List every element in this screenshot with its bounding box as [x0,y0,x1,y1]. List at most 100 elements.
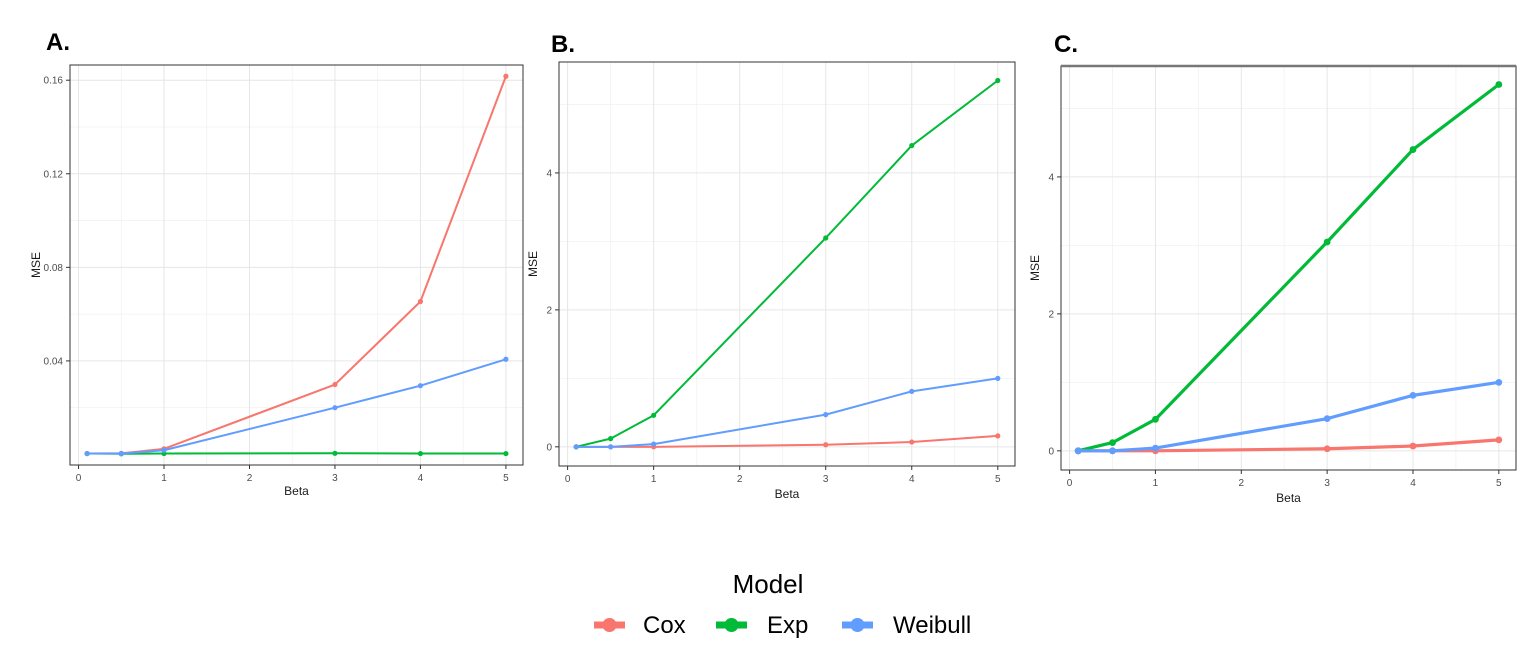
panel-a-y-tick-label: 0.12 [44,169,64,180]
panel-c-series-weibull-point [1495,378,1503,386]
panel-c-series-exp [1074,81,1503,455]
panel-a-x-tick-label: 5 [503,473,509,484]
panel-a-x-tick-label: 4 [418,473,424,484]
panel-b-minor-grid [559,62,1015,466]
panel-a-series-weibull-point [332,405,338,411]
panel-b-y-tick-label: 4 [546,168,552,179]
panel-a-x-axis-title: Beta [284,484,309,498]
panel-a-y-tick-label: 0.04 [44,356,64,367]
panel-a-series-weibull-point [84,450,90,457]
panel-b-series-weibull-point [651,441,657,447]
panel-b-y-axis-title: MSE [526,251,540,277]
panel-b-series-cox-point [909,439,915,445]
panel-b-series-weibull-line [575,377,999,448]
panel-b-series-weibull-point [608,444,614,450]
legend-entry-exp: Exp [716,612,808,639]
panel-a-x-tick-label: 2 [247,473,253,484]
legend-key-point-cox [602,618,617,632]
panel-c-x-tick-label: 4 [1410,478,1416,489]
panel-c-series-exp-point [1323,238,1331,246]
panel-a-series-weibull-point [161,447,167,453]
panel-b-x-tick-label: 1 [651,474,657,485]
panel-b-x-tick-label: 3 [823,474,829,485]
panel-c-x-tick-label: 3 [1324,478,1330,489]
panel-c-y-tick-label: 0 [1048,446,1054,457]
legend: Model Cox Exp Weibull [594,569,971,639]
panel-a-series-weibull-point [503,356,509,362]
panel-b-series-exp-point [651,412,657,418]
panel-c-series-exp-point [1495,81,1503,88]
panel-a-series-weibull-line [86,358,507,455]
panel-c-series-cox-point [1495,436,1503,444]
panel-c-major-grid [1061,66,1516,470]
panel-b-series-exp-point [823,235,829,241]
panel-a-series-exp-point [503,450,509,457]
panel-c-letter: C. [1054,31,1078,58]
panel-c-series-exp-point [1409,146,1417,153]
panel-b-series-weibull-point [909,388,915,394]
panel-b-x-tick-label: 4 [909,474,915,485]
panel-a-x-tick-label: 1 [161,473,167,484]
panel-c-series-cox-point [1323,445,1331,453]
panel-c-series-weibull-line [1076,380,1501,453]
panel-c-y-tick-label: 2 [1048,309,1054,320]
panel-c-minor-grid [1061,66,1516,470]
panel-a-x-tick-label: 0 [76,473,82,484]
panel-a-series-weibull [84,356,509,457]
panel-b-x-tick-label: 5 [995,474,1001,485]
panel-a: A. 0 1 2 3 4 5 0.04 0.08 0.12 0.16 Beta MSE [29,29,524,498]
panel-b-series-exp-point [995,77,1001,84]
legend-key-point-weibull [850,618,865,632]
panel-b-letter: B. [551,31,575,58]
panel-c-series-weibull-point [1074,447,1082,455]
panel-b-y-tick-label: 2 [546,305,552,316]
panel-b-x-axis-title: Beta [775,487,800,501]
panel-b-series-cox-point [995,433,1001,439]
panel-c-series-exp-line [1076,82,1501,453]
panel-b-major-grid [559,62,1015,466]
panel-c-x-tick-label: 0 [1067,478,1073,489]
panel-a-y-axis-title: MSE [29,252,43,278]
panel-a-x-tick-label: 3 [332,473,338,484]
panel-a-series-cox-point [417,298,424,305]
legend-key-point-exp [724,618,739,632]
panel-b-series-weibull-point [573,444,579,450]
panel-b-x-tick-label: 0 [565,474,571,485]
panel-a-series-cox-point [503,73,509,79]
panel-c-y-axis-title: MSE [1028,255,1042,281]
panel-c-x-axis-title: Beta [1276,491,1301,505]
panel-b-series-exp-point [909,142,915,149]
panel-c: C. 0 1 2 3 4 5 0 2 4 Beta MSE [1028,31,1517,505]
panel-b-plot-background [559,62,1015,466]
panel-b-series-weibull-point [823,412,829,418]
legend-label-weibull: Weibull [893,612,971,639]
panel-b-series-weibull [573,375,1001,450]
legend-entry-weibull: Weibull [842,612,971,639]
panel-c-x-tick-label: 2 [1239,478,1245,489]
panel-a-y-tick-label: 0.08 [44,263,64,274]
panel-a-plot-background [70,65,523,465]
panel-a-major-grid [70,65,523,465]
panel-b-x-tick-label: 2 [737,474,743,485]
panel-b-series-weibull-point [995,375,1001,381]
panel-a-series-exp-point [332,450,338,456]
panel-c-plot-background [1061,66,1516,470]
panel-a-series-weibull-point [118,450,124,457]
panel-b-series-cox-point [823,442,829,448]
panel-c-series-weibull-point [1323,415,1331,423]
panel-a-y-tick-label: 0.16 [44,76,64,87]
panel-a-series-cox-point [332,381,338,388]
panel-c-series-weibull [1074,378,1503,455]
legend-label-cox: Cox [643,612,686,639]
panel-b-y-tick-label: 0 [546,442,552,453]
panel-a-series-weibull-point [417,383,424,389]
panels: A. 0 1 2 3 4 5 0.04 0.08 0.12 0.16 Beta MSE B. 0 1 2 3 4 5 0… [29,29,1517,505]
panel-c-x-tick-label: 1 [1153,478,1159,489]
panel-c-y-tick-label: 4 [1048,172,1054,183]
panel-a-series-exp-point [417,450,424,457]
panel-b: B. 0 1 2 3 4 5 0 2 4 Beta MSE [526,31,1016,501]
panel-c-series-exp-point [1109,439,1116,447]
panel-c-x-tick-label: 5 [1496,478,1502,489]
panel-c-series-cox-point [1409,442,1417,450]
